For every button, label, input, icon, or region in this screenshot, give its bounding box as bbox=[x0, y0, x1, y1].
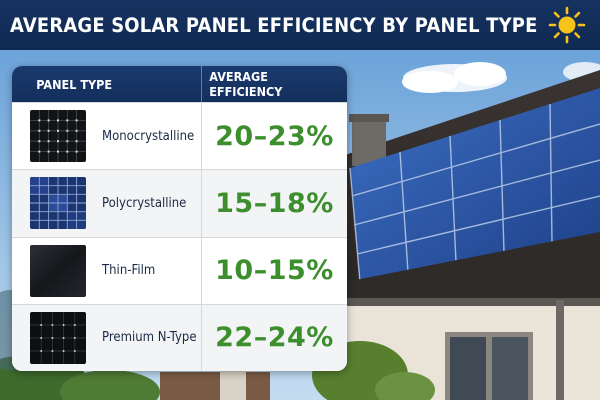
sun-icon bbox=[548, 6, 586, 44]
table-header: PANEL TYPE AVERAGE EFFICIENCY bbox=[12, 66, 347, 102]
monocrystalline-panel-image bbox=[30, 110, 86, 163]
polycrystalline-panel-image bbox=[30, 177, 86, 230]
panel-type-label: Monocrystalline bbox=[102, 128, 195, 144]
efficiency-value: 20–23% bbox=[215, 120, 334, 152]
title-banner: AVERAGE SOLAR PANEL EFFICIENCY BY PANEL … bbox=[0, 0, 600, 50]
table-row: Monocrystalline 20–23% bbox=[12, 102, 347, 170]
table-row: Thin-Film 10–15% bbox=[12, 236, 347, 304]
panel-type-label: Thin-Film bbox=[102, 263, 156, 279]
thin-film-panel-image bbox=[30, 244, 86, 297]
efficiency-table: PANEL TYPE AVERAGE EFFICIENCY bbox=[12, 66, 347, 371]
panel-type-label: Polycrystalline bbox=[102, 195, 187, 211]
efficiency-value: 15–18% bbox=[215, 187, 334, 219]
column-header-average-efficiency: AVERAGE EFFICIENCY bbox=[209, 69, 283, 99]
efficiency-value: 22–24% bbox=[215, 322, 334, 354]
table-row: Premium N-Type 22–24% bbox=[12, 303, 347, 371]
column-header-panel-type: PANEL TYPE bbox=[36, 76, 113, 92]
efficiency-value: 10–15% bbox=[215, 255, 334, 287]
page-title: AVERAGE SOLAR PANEL EFFICIENCY BY PANEL … bbox=[10, 13, 538, 37]
table-row: Polycrystalline 15–18% bbox=[12, 169, 347, 237]
panel-type-label: Premium N-Type bbox=[102, 330, 197, 346]
premium-n-type-panel-image bbox=[30, 311, 86, 364]
